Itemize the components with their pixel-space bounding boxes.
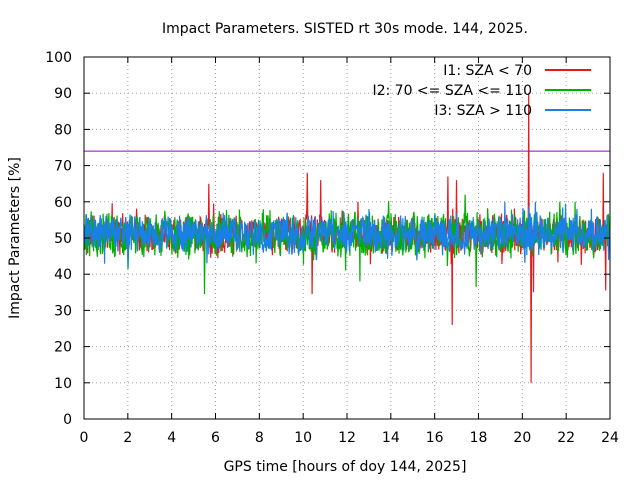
- y-tick-label: 80: [54, 122, 72, 138]
- x-tick-label: 0: [80, 430, 89, 446]
- x-tick-label: 24: [601, 430, 619, 446]
- y-axis-ticks: 0 10 20 30 40 50 60 70 80 90 100: [45, 50, 610, 428]
- x-tick-label: 2: [123, 430, 132, 446]
- y-tick-label: 20: [54, 340, 72, 356]
- legend-label-1: I1: SZA < 70: [443, 63, 532, 79]
- chart-title: Impact Parameters. SISTED rt 30s mode. 1…: [162, 21, 528, 37]
- series-lines: [83, 93, 611, 383]
- x-tick-label: 22: [557, 430, 575, 446]
- x-tick-label: 14: [382, 430, 400, 446]
- y-tick-label: 70: [54, 159, 72, 175]
- y-tick-label: 50: [54, 231, 72, 247]
- legend-label-2: I2: 70 <= SZA <= 110: [372, 83, 532, 99]
- y-tick-label: 40: [54, 267, 72, 283]
- x-axis-label: GPS time [hours of doy 144, 2025]: [224, 459, 467, 475]
- x-tick-label: 4: [167, 430, 176, 446]
- series-line-3: [83, 201, 611, 268]
- legend: I1: SZA < 70 I2: 70 <= SZA <= 110 I3: SZA …: [372, 63, 591, 119]
- x-tick-label: 6: [211, 430, 220, 446]
- x-axis-ticks: 0 2 4 6 8 10 12 14 16 18 20 22 24: [80, 57, 619, 446]
- x-tick-label: 16: [426, 430, 444, 446]
- x-tick-label: 20: [513, 430, 531, 446]
- x-tick-label: 8: [255, 430, 264, 446]
- x-tick-label: 10: [294, 430, 312, 446]
- legend-label-3: I3: SZA > 110: [434, 103, 532, 119]
- y-tick-label: 90: [54, 86, 72, 102]
- y-tick-label: 60: [54, 195, 72, 211]
- x-tick-label: 12: [338, 430, 356, 446]
- y-tick-label: 100: [45, 50, 72, 66]
- y-tick-label: 10: [54, 376, 72, 392]
- x-tick-label: 18: [470, 430, 488, 446]
- y-axis-label: Impact Parameters [%]: [7, 157, 23, 319]
- y-tick-label: 0: [63, 412, 72, 428]
- y-tick-label: 30: [54, 303, 72, 319]
